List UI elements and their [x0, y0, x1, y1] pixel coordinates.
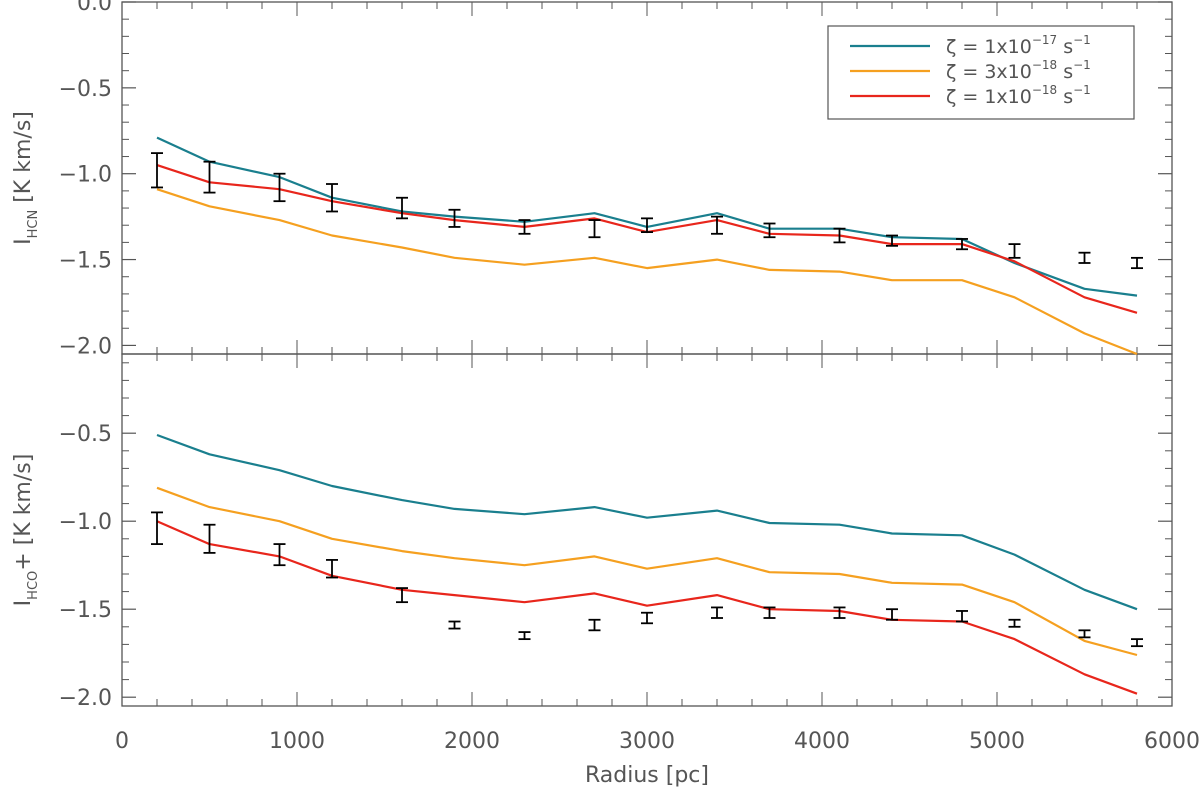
- x-tick-label: 3000: [619, 729, 675, 754]
- axis-ticks: [121, 1, 1173, 706]
- x-tick-label: 4000: [794, 729, 850, 754]
- error-bar-HCO+: [203, 523, 216, 554]
- error-bar-HCN: [763, 222, 776, 239]
- error-bar-HCO+: [833, 606, 846, 619]
- error-bar-HCN: [1078, 251, 1091, 264]
- y-tick-label: 0.0: [77, 0, 112, 16]
- error-bar-HCO+: [326, 559, 338, 579]
- error-bar-HCO+: [396, 587, 408, 604]
- error-bar-HCN: [641, 217, 653, 233]
- panel-frame-HCO+: [121, 353, 1173, 707]
- error-bar-HCN: [273, 172, 286, 203]
- legend-entry-label: ζ = 1x10−18 s−1: [946, 83, 1091, 108]
- legend-box: [827, 25, 1135, 120]
- error-bar-HCO+: [273, 543, 286, 567]
- error-bar-HCN: [326, 183, 338, 213]
- x-tick-label: 2000: [444, 729, 500, 754]
- error-bar-HCO+: [886, 608, 898, 621]
- y-axis-label-HCO+: IHCO+ [K km/s]: [11, 454, 41, 607]
- legend: ζ = 1x10−17 s−1ζ = 3x10−18 s−1ζ = 1x10−1…: [827, 25, 1135, 120]
- error-bar-HCN: [956, 238, 968, 251]
- error-bar-HCO+: [956, 610, 968, 623]
- x-axis-label: Radius [pc]: [585, 763, 709, 788]
- error-bar-HCO+: [518, 631, 531, 641]
- series-line-HCO+-zeta=3e-18: [156, 486, 1138, 657]
- legend-entry-label: ζ = 3x10−18 s−1: [946, 58, 1091, 83]
- error-bar-HCO+: [711, 606, 723, 619]
- error-bar-HCN: [886, 234, 898, 247]
- observations-layer: [151, 152, 1143, 648]
- y-tick-label: −2.0: [59, 686, 112, 711]
- error-bar-HCN: [1131, 256, 1143, 270]
- error-bar-HCO+: [588, 618, 601, 632]
- y-tick-label: −2.0: [59, 334, 112, 359]
- error-bar-HCO+: [1008, 618, 1021, 628]
- error-bar-HCN: [711, 215, 723, 235]
- y-tick-label: −1.5: [59, 598, 112, 623]
- error-bar-HCO+: [641, 611, 653, 625]
- series-line-HCN-zeta=3e-18: [156, 188, 1138, 356]
- y-axis-label-HCN: IHCN [K km/s]: [11, 111, 41, 245]
- x-tick-label: 1000: [269, 729, 325, 754]
- error-bar-HCN: [448, 208, 461, 228]
- error-bar-HCO+: [151, 511, 163, 545]
- error-bar-HCO+: [1078, 629, 1091, 639]
- error-bar-HCN: [588, 219, 601, 239]
- legend-entry-label: ζ = 1x10−17 s−1: [946, 33, 1091, 58]
- y-tick-label: −0.5: [59, 77, 112, 102]
- error-bar-HCN: [151, 152, 163, 189]
- x-tick-label: 5000: [969, 729, 1025, 754]
- error-bar-HCO+: [1131, 638, 1143, 648]
- x-tick-label: 6000: [1144, 729, 1200, 754]
- error-bar-HCN: [1008, 243, 1021, 259]
- y-tick-label: −1.5: [59, 249, 112, 274]
- x-tick-label: 0: [115, 729, 129, 754]
- error-bar-HCN: [833, 227, 846, 244]
- error-bar-HCN: [203, 160, 216, 194]
- y-tick-label: −1.0: [59, 510, 112, 535]
- error-bar-HCN: [396, 196, 408, 220]
- error-bar-HCO+: [448, 620, 461, 630]
- series-line-HCO+-zeta=1e-18: [156, 520, 1138, 695]
- series-line-HCN-zeta=1e-17: [156, 136, 1138, 297]
- y-tick-label: −0.5: [59, 422, 112, 447]
- error-bar-HCO+: [763, 606, 776, 619]
- axis-labels: 0.0 −0.5 −1.0 −1.5 −2.0 IHCN [K km/s] −0.5 −1.0…: [11, 0, 1200, 788]
- y-tick-label: −1.0: [59, 163, 112, 188]
- error-bar-HCN: [518, 219, 531, 235]
- series-line-HCO+-zeta=1e-17: [156, 433, 1138, 611]
